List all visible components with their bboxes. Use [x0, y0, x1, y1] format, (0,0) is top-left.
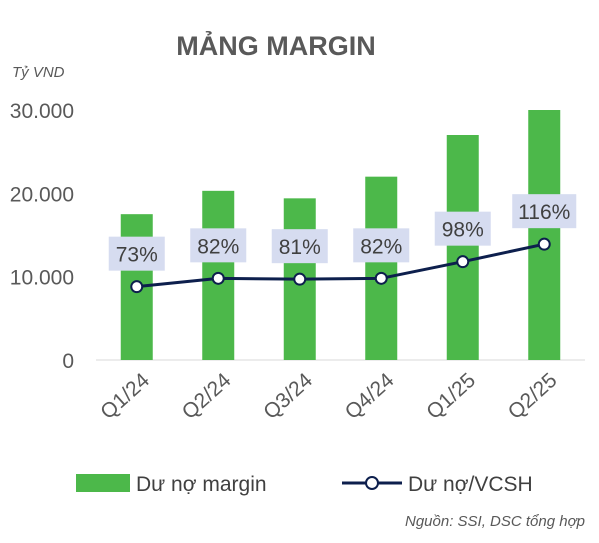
x-axis: Q1/24 Q2/24 Q3/24 Q4/24 Q1/25 Q2/25	[96, 368, 561, 424]
data-label: 82%	[360, 235, 402, 258]
x-tick-label: Q2/25	[504, 369, 562, 424]
data-label: 98%	[442, 219, 484, 242]
legend-label-bar: Dư nợ margin	[136, 473, 267, 496]
y-tick-label: 10.000	[10, 267, 74, 290]
data-label-box	[434, 211, 491, 246]
y-axis-unit: Tỷ VND	[12, 64, 65, 81]
line-marker	[537, 237, 551, 251]
line-group: 73% 82% 81% 82% 98% 116%	[108, 194, 577, 294]
line-marker	[374, 271, 388, 285]
data-label-box	[512, 194, 577, 229]
bar	[446, 135, 479, 360]
series-line	[136, 242, 545, 289]
data-label: 73%	[116, 244, 158, 267]
line-marker	[456, 255, 470, 269]
line-marker	[130, 280, 144, 294]
bar	[365, 176, 398, 360]
data-label: 81%	[279, 236, 321, 259]
source-note: Nguồn: SSI, DSC tổng hợp	[405, 513, 585, 530]
y-tick-label: 30.000	[10, 100, 74, 123]
bars-group	[120, 110, 561, 360]
legend-swatch-marker	[365, 476, 379, 490]
y-tick-label: 20.000	[10, 183, 74, 206]
data-label: 116%	[518, 201, 570, 224]
x-tick-label: Q2/24	[178, 368, 236, 424]
y-tick-label: 0	[62, 350, 74, 373]
legend-label-line: Dư nợ/VCSH	[408, 473, 533, 496]
x-tick-label: Q1/25	[422, 369, 480, 424]
legend-swatch-bar	[76, 474, 130, 492]
data-label-box	[353, 228, 410, 263]
data-label-box	[271, 229, 328, 264]
line-marker	[211, 271, 225, 285]
y-axis: 0 10.000 20.000 30.000	[10, 100, 74, 373]
bar	[528, 110, 561, 360]
legend: Dư nợ margin Dư nợ/VCSH	[76, 473, 533, 496]
data-label-box	[190, 228, 247, 263]
data-label: 82%	[197, 235, 239, 258]
chart-title: MẢNG MARGIN	[176, 29, 375, 61]
line-marker	[293, 272, 307, 286]
data-label-box	[108, 236, 165, 271]
x-tick-label: Q4/24	[341, 368, 399, 424]
x-tick-label: Q1/24	[96, 368, 154, 424]
x-tick-label: Q3/24	[259, 368, 317, 424]
